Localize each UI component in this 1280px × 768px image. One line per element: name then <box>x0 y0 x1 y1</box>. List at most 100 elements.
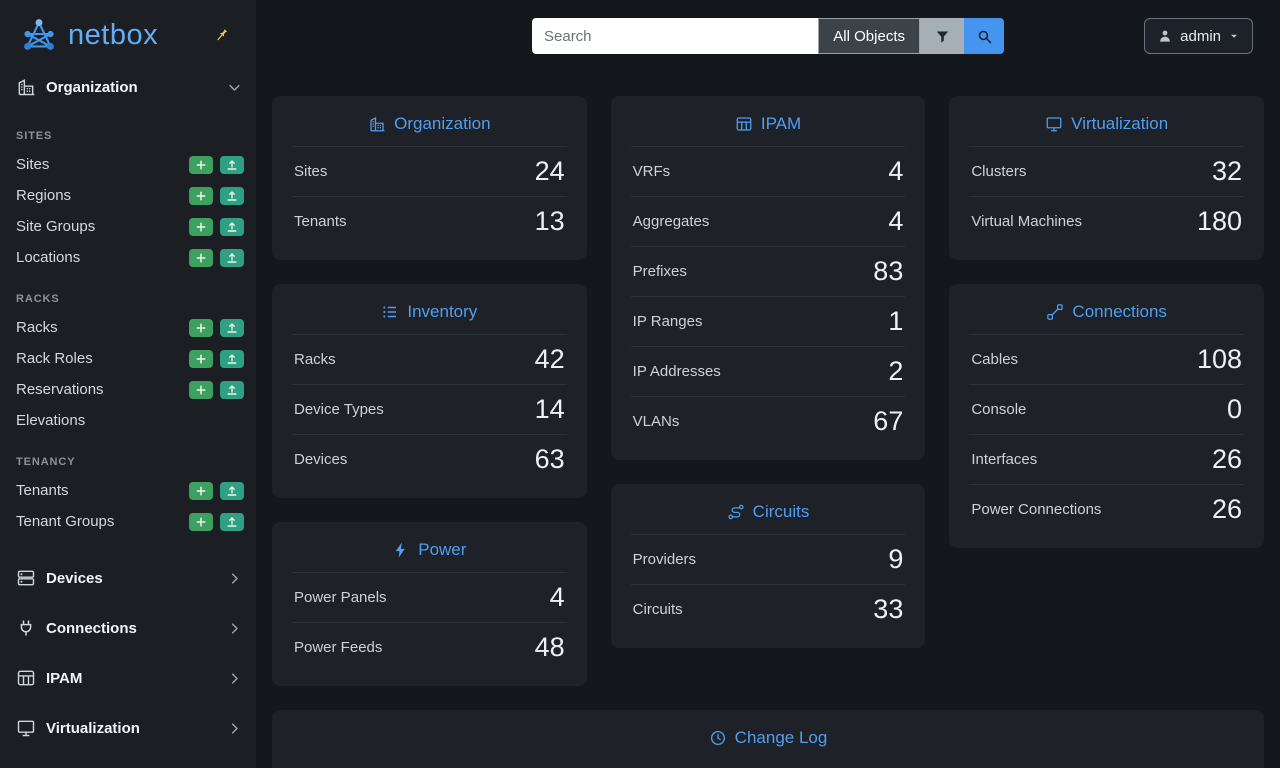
sidebar-section-connections[interactable]: Connections <box>0 603 256 653</box>
add-button[interactable] <box>189 155 213 174</box>
add-button[interactable] <box>189 186 213 205</box>
import-button[interactable] <box>220 248 244 267</box>
sidebar-section-ipam[interactable]: IPAM <box>0 653 256 703</box>
import-button[interactable] <box>220 481 244 500</box>
list-icon <box>381 303 399 321</box>
card-title-circuits[interactable]: Circuits <box>631 490 906 534</box>
dashboard-column-3: Virtualization Clusters 32 Virtual Machi… <box>949 96 1265 686</box>
card-title-power[interactable]: Power <box>292 528 567 572</box>
chevron-right-icon <box>227 571 242 586</box>
sidebar-section-virtualization[interactable]: Virtualization <box>0 703 256 753</box>
import-button[interactable] <box>220 349 244 368</box>
section-label: Organization <box>46 78 138 96</box>
import-button[interactable] <box>220 380 244 399</box>
card-title-ipam[interactable]: IPAM <box>631 102 906 146</box>
stat-value-tenants: 13 <box>534 206 565 236</box>
stat-row: Interfaces 26 <box>969 434 1245 484</box>
stat-row: Circuits 33 <box>630 584 906 634</box>
stat-label-racks[interactable]: Racks <box>294 351 336 368</box>
search-button[interactable] <box>964 18 1004 54</box>
stat-row: Console 0 <box>969 384 1245 434</box>
add-button[interactable] <box>189 217 213 236</box>
search-scope-button[interactable]: All Objects <box>818 18 920 54</box>
stat-label-devices[interactable]: Devices <box>294 451 348 468</box>
sidebar-item-elevations[interactable]: Elevations <box>0 405 256 436</box>
add-button[interactable] <box>189 481 213 500</box>
stat-row: Sites 24 <box>292 146 567 196</box>
sidebar-item-sites[interactable]: Sites <box>0 149 256 180</box>
pin-sidebar-button[interactable] <box>211 25 232 46</box>
stat-label-prefixes[interactable]: Prefixes <box>632 263 687 280</box>
user-menu-button[interactable]: admin <box>1144 18 1253 54</box>
add-button[interactable] <box>189 512 213 531</box>
stat-row: Providers 9 <box>630 534 906 584</box>
stat-label-clusters[interactable]: Clusters <box>971 163 1027 180</box>
add-button[interactable] <box>189 248 213 267</box>
stat-row: Power Feeds 48 <box>292 622 567 672</box>
filter-button[interactable] <box>920 18 964 54</box>
stat-value-interfaces: 26 <box>1211 444 1243 474</box>
stat-label-tenants[interactable]: Tenants <box>294 213 347 230</box>
stat-value-vrfs: 4 <box>888 156 904 186</box>
add-button[interactable] <box>189 349 213 368</box>
import-button[interactable] <box>220 217 244 236</box>
card-title-inventory[interactable]: Inventory <box>292 290 567 334</box>
sidebar-item-tenants[interactable]: Tenants <box>0 475 256 506</box>
stat-value-sites: 24 <box>534 156 565 186</box>
search-icon <box>976 28 993 45</box>
stat-label-interfaces[interactable]: Interfaces <box>971 451 1038 468</box>
sidebar-item-locations[interactable]: Locations <box>0 242 256 273</box>
import-button[interactable] <box>220 318 244 337</box>
sidebar-item-regions[interactable]: Regions <box>0 180 256 211</box>
sidebar-item-racks[interactable]: Racks <box>0 312 256 343</box>
stat-label-circuits[interactable]: Circuits <box>632 601 683 618</box>
stat-label-sites[interactable]: Sites <box>294 163 328 180</box>
add-button[interactable] <box>189 380 213 399</box>
monitor-icon <box>1045 115 1063 133</box>
stat-label-ip-ranges[interactable]: IP Ranges <box>632 313 703 330</box>
sidebar-section-organization[interactable]: Organization <box>0 64 256 110</box>
stat-label-vlans[interactable]: VLANs <box>632 413 680 430</box>
card-title-virtualization[interactable]: Virtualization <box>969 102 1244 146</box>
stat-label-cables[interactable]: Cables <box>971 351 1019 368</box>
stat-label-ip-addresses[interactable]: IP Addresses <box>632 363 721 380</box>
stat-label-power-panels[interactable]: Power Panels <box>294 589 387 606</box>
import-button[interactable] <box>220 186 244 205</box>
stat-label-aggregates[interactable]: Aggregates <box>632 213 710 230</box>
netbox-logo[interactable]: netbox <box>18 14 158 56</box>
add-button[interactable] <box>189 318 213 337</box>
sidebar-heading-tenancy: TENANCY <box>16 456 76 468</box>
card-title-organization[interactable]: Organization <box>292 102 567 146</box>
monitor-icon <box>16 718 36 738</box>
stat-label-device-types[interactable]: Device Types <box>294 401 384 418</box>
organization-icon <box>368 115 386 133</box>
connections-card: Connections Cables 108 Console 0 Interfa… <box>949 284 1265 548</box>
sidebar-item-reservations[interactable]: Reservations <box>0 374 256 405</box>
section-label: Devices <box>46 569 103 587</box>
nav-item-label: Site Groups <box>16 218 96 235</box>
stat-label-console[interactable]: Console <box>971 401 1027 418</box>
stat-label-power-connections[interactable]: Power Connections <box>971 501 1102 518</box>
upload-icon <box>226 516 238 528</box>
card-title-change-log[interactable]: Change Log <box>292 716 1244 760</box>
change-log-card: Change Log <box>272 710 1264 768</box>
stat-label-providers[interactable]: Providers <box>632 551 697 568</box>
sidebar-section-devices[interactable]: Devices <box>0 553 256 603</box>
import-button[interactable] <box>220 512 244 531</box>
sidebar-item-site-groups[interactable]: Site Groups <box>0 211 256 242</box>
stat-value-console: 0 <box>1226 394 1243 424</box>
search-input[interactable] <box>532 18 819 54</box>
sidebar-item-tenant-groups[interactable]: Tenant Groups <box>0 506 256 537</box>
ipam-card: IPAM VRFs 4 Aggregates 4 Prefixes 83 IP … <box>610 96 926 460</box>
sidebar-item-rack-roles[interactable]: Rack Roles <box>0 343 256 374</box>
card-title-connections[interactable]: Connections <box>969 290 1244 334</box>
chevron-right-icon <box>227 621 242 636</box>
stat-label-power-feeds[interactable]: Power Feeds <box>294 639 383 656</box>
nav-item-label: Sites <box>16 156 50 173</box>
sidebar-heading-racks: RACKS <box>16 293 60 305</box>
stat-label-virtual-machines[interactable]: Virtual Machines <box>971 213 1082 230</box>
stat-label-vrfs[interactable]: VRFs <box>632 163 671 180</box>
stat-value-power-connections: 26 <box>1211 494 1243 524</box>
import-button[interactable] <box>220 155 244 174</box>
nav-item-label: Elevations <box>16 412 86 429</box>
